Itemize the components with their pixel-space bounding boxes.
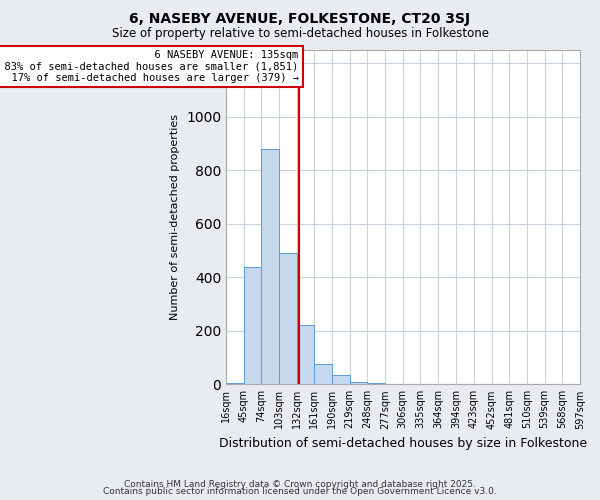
X-axis label: Distribution of semi-detached houses by size in Folkestone: Distribution of semi-detached houses by … — [219, 437, 587, 450]
Bar — [332, 375, 350, 384]
Text: Contains HM Land Registry data © Crown copyright and database right 2025.: Contains HM Land Registry data © Crown c… — [124, 480, 476, 489]
Text: Size of property relative to semi-detached houses in Folkestone: Size of property relative to semi-detach… — [112, 28, 488, 40]
Bar — [262, 149, 279, 384]
Bar — [350, 382, 367, 384]
Text: Contains public sector information licensed under the Open Government Licence v3: Contains public sector information licen… — [103, 487, 497, 496]
Bar — [226, 383, 244, 384]
Bar — [367, 383, 385, 384]
Text: 6 NASEBY AVENUE: 135sqm
← 83% of semi-detached houses are smaller (1,851)
  17% : 6 NASEBY AVENUE: 135sqm ← 83% of semi-de… — [0, 50, 299, 83]
Y-axis label: Number of semi-detached properties: Number of semi-detached properties — [170, 114, 181, 320]
Bar — [244, 266, 262, 384]
Bar — [296, 326, 314, 384]
Text: 6, NASEBY AVENUE, FOLKESTONE, CT20 3SJ: 6, NASEBY AVENUE, FOLKESTONE, CT20 3SJ — [130, 12, 470, 26]
Bar — [314, 364, 332, 384]
Bar — [279, 254, 296, 384]
